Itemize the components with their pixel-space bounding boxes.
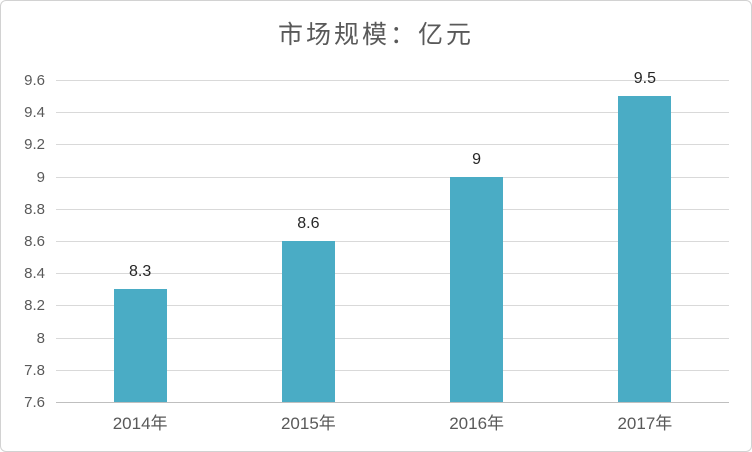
y-tick-label: 7.6 — [24, 394, 45, 411]
y-tick-label: 8.6 — [24, 233, 45, 250]
bar-data-label: 8.3 — [129, 263, 152, 281]
gridline — [56, 208, 729, 210]
x-axis-line — [56, 402, 729, 403]
bar-2015年 — [281, 241, 335, 402]
gridline — [56, 144, 729, 146]
chart-title: 市场规模：亿元 — [277, 21, 474, 49]
y-tick-label: 8.4 — [24, 265, 45, 283]
bar-2014年 — [113, 289, 167, 402]
gridline — [56, 273, 729, 275]
y-tick-label: 8.2 — [24, 297, 45, 315]
gridline — [56, 112, 729, 114]
bar-data-label: 9.5 — [633, 70, 656, 88]
y-tick-label: 8.8 — [24, 200, 45, 218]
x-category-label: 2014年 — [112, 414, 168, 433]
gridline — [56, 176, 729, 178]
y-tick-label: 9.4 — [24, 104, 45, 122]
y-tick-label: 7.8 — [24, 361, 45, 379]
x-category-label: 2016年 — [449, 414, 505, 433]
bar-data-label: 9 — [472, 150, 482, 168]
plot-area — [56, 80, 729, 403]
gridline — [56, 80, 729, 81]
y-tick-label: 9.2 — [24, 136, 45, 154]
gridline — [56, 241, 729, 242]
bar-2016年 — [450, 176, 504, 402]
y-tick-label: 8 — [36, 329, 45, 347]
gridline — [56, 305, 729, 307]
gridline — [56, 369, 729, 371]
y-tick-label: 9 — [36, 168, 45, 186]
x-category-label: 2015年 — [280, 414, 336, 433]
x-category-label: 2017年 — [617, 414, 673, 433]
bar-2017年 — [618, 96, 672, 402]
bar-data-label: 8.6 — [297, 215, 320, 232]
gridline — [56, 337, 729, 339]
y-tick-label: 9.6 — [24, 72, 45, 89]
